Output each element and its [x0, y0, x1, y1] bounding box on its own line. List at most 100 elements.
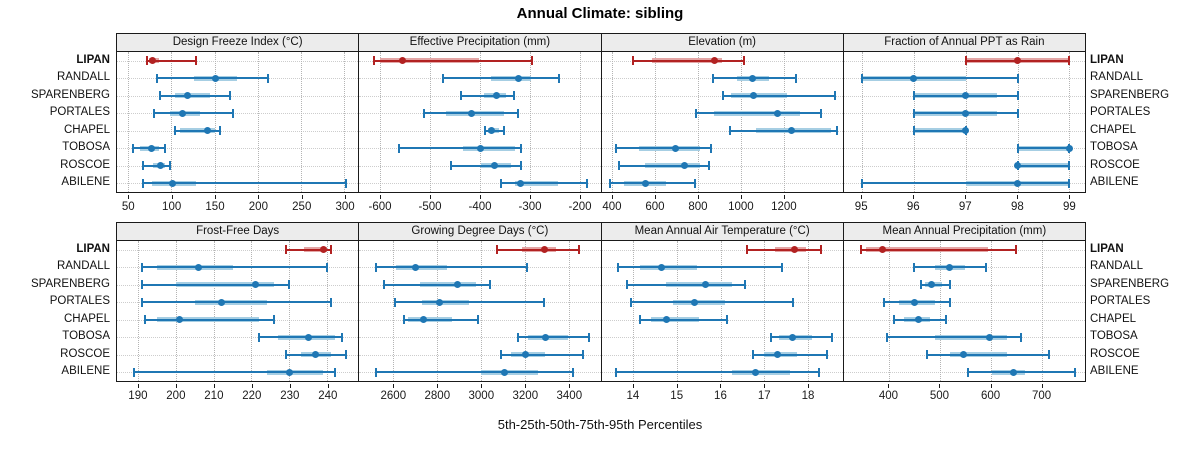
- panel-design-freeze-index: Design Freeze Index (°C): [117, 34, 359, 192]
- row-guide-line: [601, 249, 843, 251]
- whisker-cap: [587, 332, 590, 342]
- whisker-cap: [519, 143, 522, 153]
- row-label: SPARENBERG: [30, 277, 110, 290]
- whisker-cap: [373, 56, 376, 66]
- axis-panel-growing-degree-days: 2600 2800 3000 3200 3400: [359, 384, 601, 406]
- row-label: ROSCOE: [60, 347, 110, 360]
- whisker-cap: [329, 297, 332, 307]
- whisker-cap: [1048, 350, 1051, 360]
- axis-tick-label: 500: [929, 390, 950, 402]
- whisker-cap: [625, 280, 628, 290]
- whisker-cap: [140, 262, 143, 272]
- axis-tick-label: 300: [335, 201, 355, 213]
- whisker-cap: [694, 108, 697, 118]
- row-label: ABILENE: [61, 176, 110, 189]
- axis-tick: [289, 384, 291, 388]
- panel-effective-precipitation: Effective Precipitation (mm): [358, 34, 601, 192]
- whisker-line: [154, 112, 233, 115]
- grid-line: [175, 241, 177, 381]
- whisker-cap: [1068, 56, 1071, 66]
- median-dot: [914, 316, 922, 324]
- whisker-line: [451, 164, 522, 167]
- grid-line: [1069, 52, 1071, 192]
- median-dot: [751, 368, 759, 376]
- axis-tick-label: -200: [568, 201, 592, 213]
- median-dot: [194, 263, 202, 271]
- whisker-line: [913, 129, 966, 132]
- axis-tick-label: 100: [162, 201, 182, 213]
- axis-tick: [128, 195, 130, 199]
- grid-line: [137, 241, 139, 381]
- row-guide-line: [843, 148, 1085, 150]
- whisker-cap: [1020, 332, 1023, 342]
- whisker-line: [500, 353, 584, 356]
- axis-tick-label: 230: [280, 390, 300, 402]
- row-label: TOBOSA: [62, 330, 110, 343]
- whisker-cap: [329, 245, 332, 255]
- median-dot: [491, 162, 499, 170]
- axis-tick-label: 3400: [556, 390, 583, 402]
- whisker-cap: [949, 297, 952, 307]
- row-guide-line: [843, 302, 1085, 304]
- whisker-cap: [146, 56, 149, 66]
- whisker-cap: [476, 315, 479, 325]
- axis-tick: [380, 195, 381, 199]
- whisker-cap: [743, 56, 746, 66]
- whisker-line: [518, 336, 589, 339]
- grid-line: [213, 241, 215, 381]
- axis-tick-label: 600: [980, 390, 1001, 402]
- grid-line: [579, 52, 581, 192]
- whisker-line: [174, 129, 220, 132]
- axis-tick-label: 50: [121, 201, 135, 213]
- whisker-line: [722, 94, 836, 97]
- grid-line: [861, 52, 863, 192]
- whisker-cap: [531, 56, 534, 66]
- panel-title: Fraction of Annual PPT as Rain: [843, 34, 1085, 52]
- median-dot: [148, 57, 156, 65]
- panel-plot-growing-degree-days: [359, 241, 601, 381]
- whisker-cap: [133, 367, 136, 377]
- whisker-cap: [460, 91, 463, 101]
- whisker-cap: [882, 297, 885, 307]
- whisker-cap: [769, 332, 772, 342]
- row-guide-line: [117, 113, 359, 115]
- median-dot: [514, 74, 522, 82]
- whisker-cap: [819, 245, 822, 255]
- axis-tick: [1041, 384, 1043, 388]
- axis-tick: [175, 384, 177, 388]
- panel-plot-design-freeze-index: [117, 52, 359, 192]
- median-dot: [642, 179, 650, 187]
- whisker-cap: [194, 56, 197, 66]
- axis-tick: [676, 384, 678, 388]
- median-dot: [672, 144, 680, 152]
- row-label: RANDALL: [56, 260, 110, 273]
- whisker-cap: [617, 262, 620, 272]
- axis-tick-label: 200: [248, 201, 268, 213]
- median-dot: [521, 351, 529, 359]
- axis-tick-label: 2800: [424, 390, 451, 402]
- axis-tick: [1069, 195, 1071, 199]
- axis-tick-label: 210: [204, 390, 224, 402]
- whisker-cap: [141, 178, 144, 188]
- axis-tick-label: 190: [128, 390, 148, 402]
- whisker-cap: [374, 367, 377, 377]
- whisker-cap: [707, 161, 710, 171]
- grid-line: [633, 241, 635, 381]
- whisker-line: [632, 59, 745, 62]
- whisker-cap: [826, 350, 829, 360]
- whisker-cap: [520, 161, 523, 171]
- axis-tick: [430, 195, 431, 199]
- grid-line: [525, 241, 527, 381]
- grid-line: [1017, 52, 1019, 192]
- median-dot: [710, 57, 718, 65]
- whisker-cap: [284, 350, 287, 360]
- whisker-line: [770, 336, 832, 339]
- whisker-cap: [517, 108, 520, 118]
- whisker-cap: [726, 315, 729, 325]
- whisker-line: [967, 371, 1075, 374]
- whisker-line: [141, 266, 328, 269]
- axis-tick-label: 18: [801, 390, 815, 402]
- median-dot: [500, 368, 508, 376]
- axis-tick: [327, 384, 329, 388]
- row-guide-line: [843, 165, 1085, 167]
